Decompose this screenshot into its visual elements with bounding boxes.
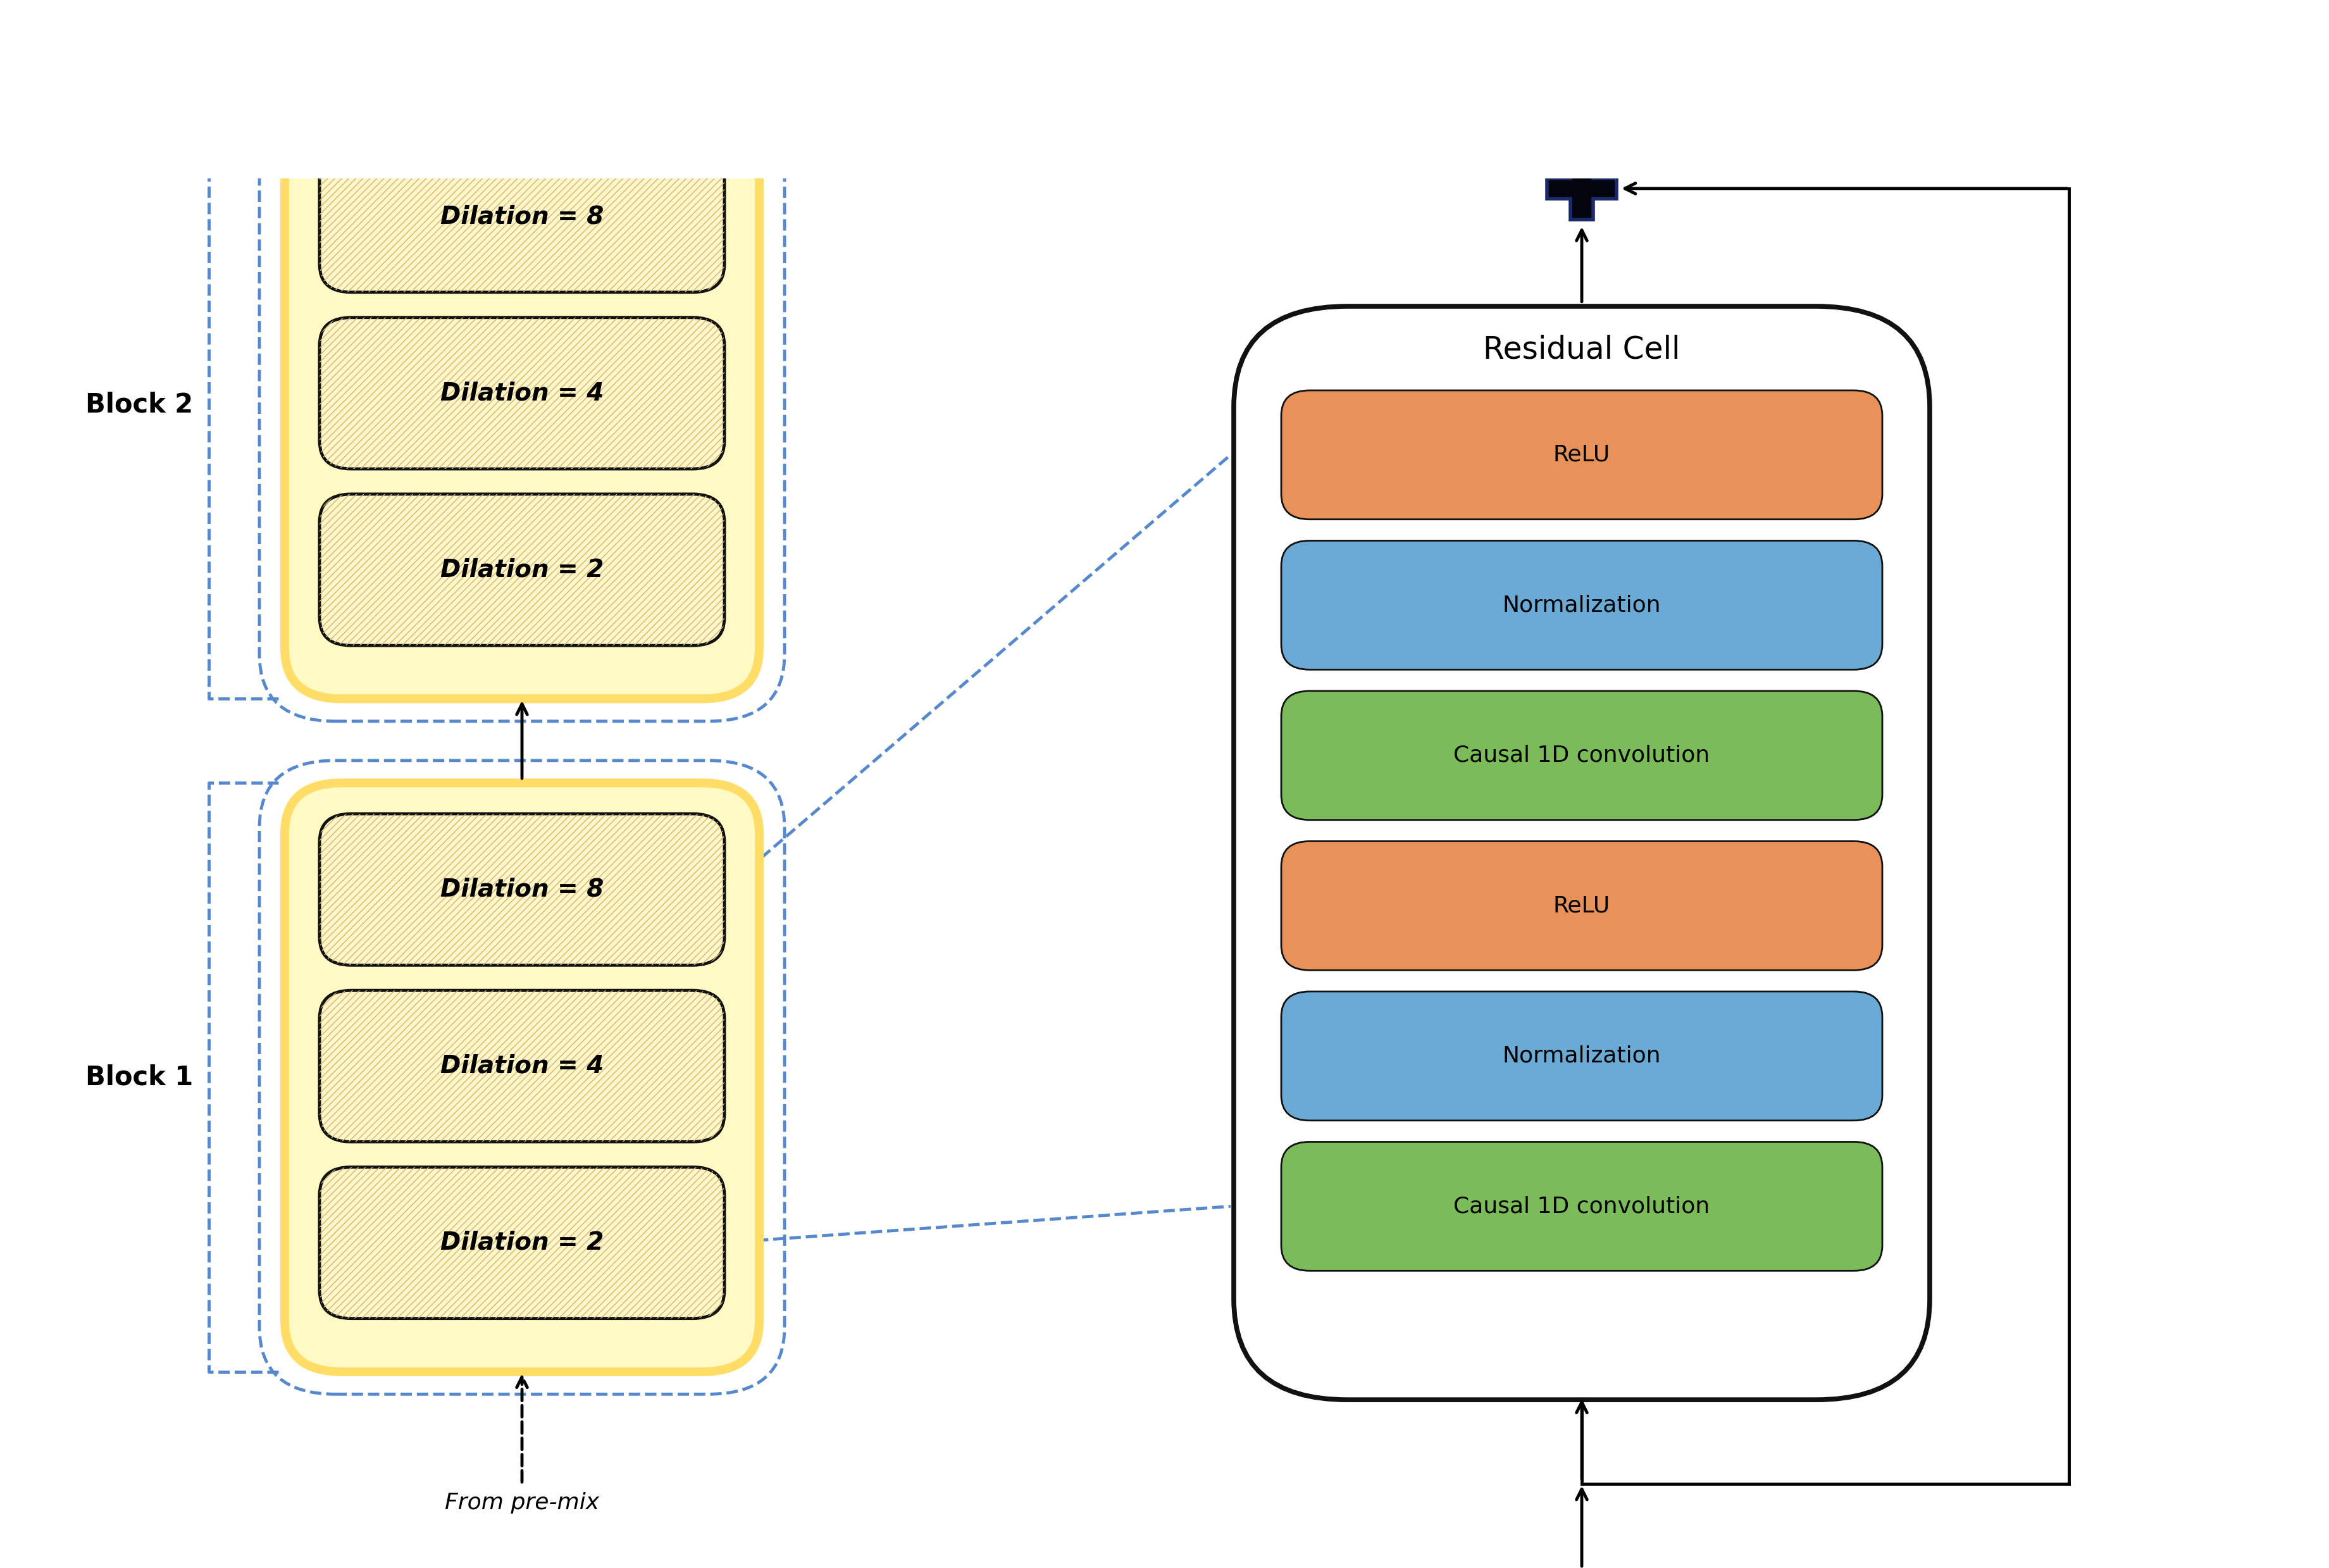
Text: Dilation = 2: Dilation = 2 [440,1231,603,1254]
Text: From pre-mix: From pre-mix [445,1493,599,1513]
Text: Dilation = 4: Dilation = 4 [440,381,603,405]
FancyBboxPatch shape [1281,842,1882,971]
FancyBboxPatch shape [319,814,724,966]
FancyBboxPatch shape [319,494,724,646]
FancyBboxPatch shape [319,1167,724,1319]
FancyBboxPatch shape [1281,541,1882,670]
Text: Dilation = 2: Dilation = 2 [440,558,603,582]
Text: ReLU: ReLU [1553,444,1609,466]
FancyBboxPatch shape [319,317,724,469]
Polygon shape [1546,158,1616,220]
FancyBboxPatch shape [1234,306,1931,1400]
FancyBboxPatch shape [319,991,724,1142]
FancyBboxPatch shape [284,110,759,699]
Text: Block 2: Block 2 [86,390,193,417]
Text: Dilation = 8: Dilation = 8 [440,204,603,229]
Text: ReLU: ReLU [1553,895,1609,916]
FancyBboxPatch shape [1281,991,1882,1121]
FancyBboxPatch shape [284,782,759,1372]
Text: Dilation = 8: Dilation = 8 [440,878,603,902]
FancyBboxPatch shape [1281,691,1882,820]
FancyBboxPatch shape [1281,1142,1882,1270]
Text: Residual Cell: Residual Cell [1484,334,1679,365]
FancyBboxPatch shape [1281,390,1882,519]
FancyBboxPatch shape [319,141,724,292]
Text: Block 1: Block 1 [86,1065,193,1091]
Text: Normalization: Normalization [1502,594,1661,616]
Text: Normalization: Normalization [1502,1046,1661,1066]
Text: Dilation = 4: Dilation = 4 [440,1054,603,1079]
Text: Causal 1D convolution: Causal 1D convolution [1453,1195,1709,1217]
Text: Causal 1D convolution: Causal 1D convolution [1453,745,1709,767]
